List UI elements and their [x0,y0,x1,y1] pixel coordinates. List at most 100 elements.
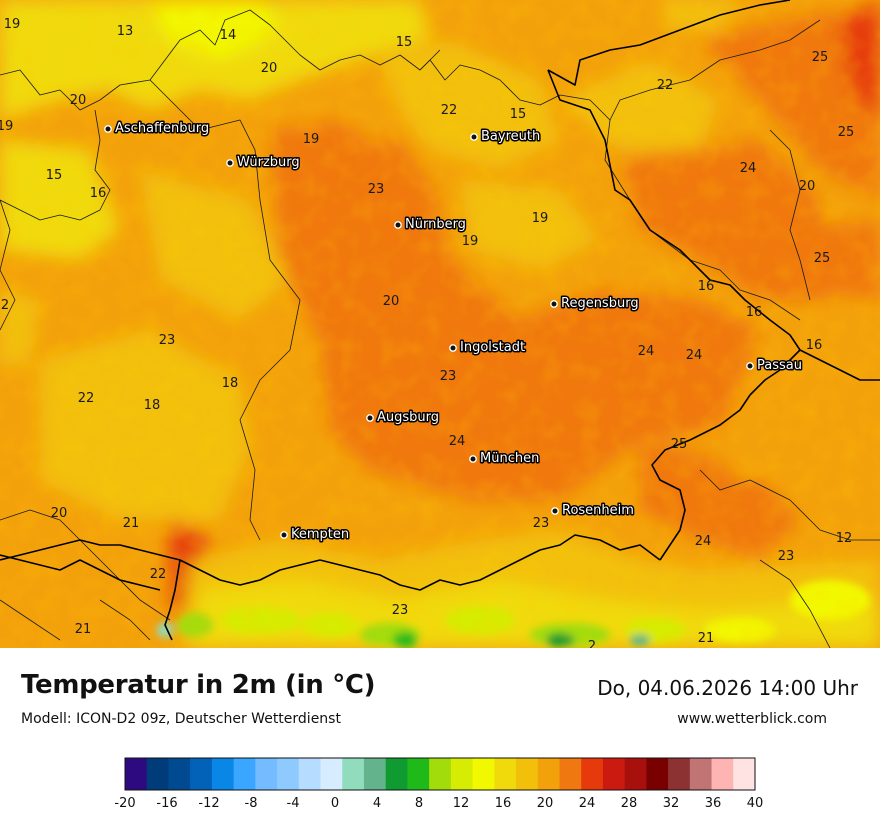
scale-tick-label: 32 [663,796,680,811]
city-ingolstadt: Ingolstadt [449,339,527,357]
website-link[interactable]: www.wetterblick.com [677,711,827,727]
city-rosenheim: Rosenheim [551,502,635,520]
color-swatch [646,758,669,790]
temperature-value: 13 [117,24,134,39]
temperature-value: 19 [303,132,320,147]
temperature-value: 24 [638,344,655,359]
city-dot [746,362,754,370]
temperature-value: 2 [588,639,596,648]
temperature-value: 21 [698,631,715,646]
temperature-value: 15 [46,168,63,183]
city-label: Bayreuth [481,129,540,144]
temperature-value: 19 [532,211,549,226]
temperature-value: 16 [806,338,823,353]
city-kempten: Kempten [280,526,351,544]
city-augsburg: Augsburg [366,409,441,427]
temperature-value: 24 [686,348,703,363]
scale-tick-label: -12 [198,796,219,811]
city-dot [280,531,288,539]
temperature-value: 20 [799,179,816,194]
temperature-value: 23 [368,182,385,197]
scale-tick-label: -20 [114,796,135,811]
temperature-value: 20 [51,506,68,521]
valid-datetime: Do, 04.06.2026 14:00 Uhr [597,676,858,700]
scale-tick-label: 4 [373,796,381,811]
scale-tick-label: 8 [415,796,423,811]
temperature-value: 23 [440,369,457,384]
city-label: Aschaffenburg [115,121,209,136]
national-borders [0,0,880,641]
temperature-map: 19 13 14 15 20 20 19 15 16 22 15 19 23 19 19 22 25 25 24 20… [0,0,880,648]
color-swatch [385,758,409,790]
color-swatch [320,758,343,790]
temperature-value: 19 [4,17,21,32]
city-dot [104,125,112,133]
temperature-value: 25 [814,251,831,266]
scale-tick-label: 36 [705,796,722,811]
color-swatch [146,758,170,790]
field-texture [0,0,880,648]
color-swatch [190,758,213,790]
color-scale: -20 -16 -12 -8 -4 0 4 8 12 16 20 24 28 32 36 40 [114,757,763,811]
temperature-value: 23 [392,603,409,618]
temperature-value: 15 [510,107,527,122]
color-swatch [407,758,430,790]
city-bayreuth: Bayreuth [470,128,542,146]
color-swatch [537,758,561,790]
city-dot [469,455,477,463]
city-dot [394,221,402,229]
color-swatch [429,758,452,790]
color-swatch [168,758,191,790]
scale-tick-label: -8 [245,796,258,811]
color-swatch [233,758,256,790]
temperature-value: 19 [462,234,479,249]
scale-tick-label: 28 [621,796,638,811]
color-swatch [298,758,322,790]
city-dot [551,507,559,515]
color-swatch [516,758,539,790]
color-swatch [277,758,300,790]
color-bar-frame [124,757,756,791]
city-dot [449,344,457,352]
color-scale-legend: -20 -16 -12 -8 -4 0 4 8 12 16 20 24 28 32 36 40 [0,756,880,816]
city-label: Kempten [291,527,349,542]
color-swatch [668,758,691,790]
temperature-value: 18 [222,376,239,391]
city-münchen: München [469,450,541,468]
city-label: Regensburg [561,296,639,311]
scale-tick-label: 16 [495,796,512,811]
region-boundaries [0,9,880,648]
city-aschaffenburg: Aschaffenburg [104,120,211,138]
scale-tick-label: -4 [287,796,300,811]
color-swatch [624,758,647,790]
scale-tick-label: 12 [453,796,470,811]
city-würzburg: Würzburg [226,154,301,172]
color-swatch [472,758,495,790]
temperature-value: 25 [838,125,855,140]
temperature-value: 21 [123,516,140,531]
city-label: Rosenheim [562,503,634,518]
temperature-value: 18 [144,398,161,413]
city-dot [226,159,234,167]
city-nürnberg: Nürnberg [394,216,467,234]
temperature-value: 2 [1,298,9,313]
map-title: Temperatur in 2m (in °C) [21,670,376,700]
scale-tick-label: -16 [156,796,177,811]
temperature-value: 25 [812,50,829,65]
temperature-value: 22 [150,567,167,582]
temperature-value: 15 [396,35,413,50]
color-swatch [450,758,474,790]
color-swatch [342,758,365,790]
city-dot [470,133,478,141]
temperature-value: 16 [698,279,715,294]
temperature-value: 25 [671,437,688,452]
temperature-value: 20 [70,93,87,108]
temperature-value: 22 [441,103,458,118]
city-label: Augsburg [377,410,439,425]
color-swatch [602,758,626,790]
color-swatch [559,758,582,790]
city-label: Nürnberg [405,217,466,232]
city-dot [366,414,374,422]
